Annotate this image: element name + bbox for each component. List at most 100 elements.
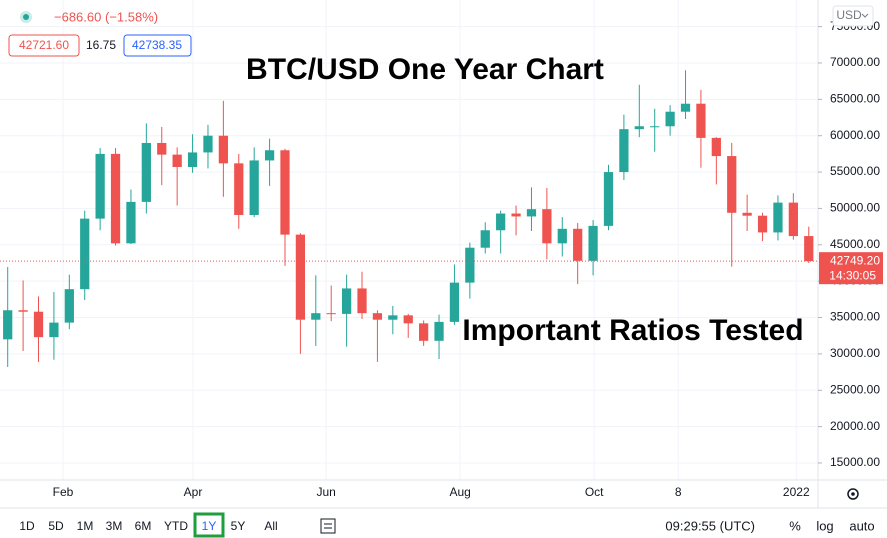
candle-body [742,212,752,216]
candle-body [788,202,798,237]
gear [847,488,859,500]
y-tick-label: 20000.00 [830,419,880,433]
icon [320,518,336,534]
candle-body [33,311,44,338]
candle-body [773,202,783,233]
candle-body [372,313,383,320]
candle-body [157,142,167,155]
candle-body [249,160,259,215]
candle-body [18,310,28,312]
candle-body [526,209,537,217]
candle-body [3,310,13,340]
y-tick-label: 45000.00 [830,237,880,251]
ask-box[interactable] [123,34,192,57]
bid: 42721.60 [19,38,69,52]
candle-body [480,230,490,248]
candle-body [573,228,583,261]
candle-body [64,289,74,323]
y-tick-label: 15000.00 [830,455,880,469]
y-tick-label: 30000.00 [830,346,880,360]
candle-body [542,209,552,244]
candle-body [234,163,244,215]
candle-body [326,313,336,315]
x-tick-label: Apr [184,485,203,499]
active-range [193,512,225,538]
range-button[interactable]: 6M [135,519,152,533]
candle-body [172,154,182,167]
candle-body [757,215,768,233]
bid-box[interactable] [8,34,80,57]
y-tick-label: 65000.00 [830,92,880,106]
candle-body [634,126,644,130]
range-button[interactable]: 5D [48,519,64,533]
candle-body [264,150,275,161]
scale-option[interactable]: log [816,518,833,533]
scale-option[interactable]: auto [849,518,874,533]
candle-body [727,156,737,213]
y-tick-label: 50000.00 [830,201,880,215]
x-tick-label: Jun [316,485,335,499]
compare-icon[interactable] [320,518,336,534]
range-button[interactable]: 1M [77,519,94,533]
settings-icon[interactable] [847,488,859,500]
clock: 09:29:55 (UTC) [665,518,755,533]
candle-body [388,315,398,320]
last-price-badge [819,252,883,285]
x-tick-label: Aug [449,485,470,499]
gear [851,492,855,496]
candle-body [187,152,198,167]
candle-body [711,137,721,157]
candle-body [804,236,814,262]
candle-body [218,135,228,164]
y-tick-label: 70000.00 [830,55,880,69]
range-button[interactable]: 5Y [231,519,246,533]
annotation: Important Ratios Tested [462,314,803,347]
range-button[interactable]: 1D [19,519,35,533]
candle-body [496,213,506,231]
candle-body [280,150,290,235]
candle-body [341,288,352,314]
y-tick-label: 25000.00 [830,382,880,396]
candle-body [419,323,429,341]
candle-body [449,282,460,322]
candle-body [465,247,475,283]
candle-body [95,153,105,219]
last-price-label: 42749.20 [830,253,880,267]
x-tick-label: Oct [585,485,604,499]
x-tick-label: 8 [675,485,682,499]
chart-title: BTC/USD One Year Chart [246,53,604,86]
range-button[interactable]: 1Y [202,519,217,533]
candle-body [126,201,136,244]
countdown: 14:30:05 [829,268,876,282]
candle-body [650,126,660,128]
candle-body [665,111,675,127]
candle-body [588,225,598,261]
candle-body [80,218,90,290]
candle-body [511,213,521,217]
candle-body [403,315,413,324]
range-button[interactable]: All [264,519,277,533]
candle-body [141,142,151,202]
price-change: −686.60 (−1.58%) [54,9,158,24]
candle-body [696,103,706,138]
range-button[interactable]: YTD [164,519,188,533]
candle-body [295,234,306,320]
candle-body [49,322,59,338]
status-dot [23,14,29,20]
dropdown-icon [861,13,869,18]
currency: USD [836,8,862,22]
y-tick-label: 60000.00 [830,128,880,142]
currency-button[interactable] [832,5,874,27]
candle-body [357,288,367,314]
y-tick-label: 55000.00 [830,164,880,178]
spread: 16.75 [86,38,116,52]
candle-body [110,153,121,244]
candle-body [557,228,567,244]
candle-body [619,129,629,173]
x-tick-label: 2022 [783,485,810,499]
range-button[interactable]: 3M [106,519,123,533]
scale-option[interactable]: % [789,518,801,533]
candle-body [434,321,444,341]
